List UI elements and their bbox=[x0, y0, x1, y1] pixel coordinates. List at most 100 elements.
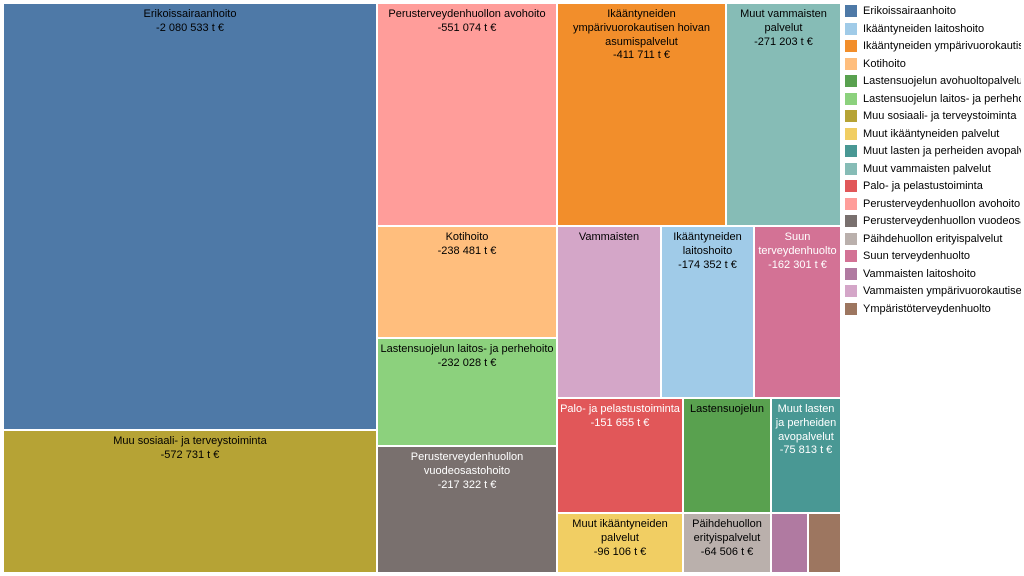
legend-item[interactable]: Lastensuojelun laitos- ja perhehoito bbox=[845, 91, 1021, 108]
cell-label: Erikoissairaanhoito bbox=[144, 8, 237, 22]
treemap-cell-erikoissairaanhoito[interactable]: Erikoissairaanhoito-2 080 533 t € bbox=[3, 3, 377, 430]
legend-label: Kotihoito bbox=[863, 56, 906, 73]
legend-item[interactable]: Vammaisten ympärivuorokautisen hoivan as… bbox=[845, 283, 1021, 300]
treemap-cell-muut-lasten[interactable]: Muut lasten ja perheiden avopalvelut-75 … bbox=[771, 398, 841, 513]
legend-label: Palo- ja pelastustoiminta bbox=[863, 178, 983, 195]
legend-swatch bbox=[845, 23, 857, 35]
legend-item[interactable]: Palo- ja pelastustoiminta bbox=[845, 178, 1021, 195]
treemap-cell-palo[interactable]: Palo- ja pelastustoiminta-151 655 t € bbox=[557, 398, 683, 513]
legend-label: Suun terveydenhuolto bbox=[863, 248, 970, 265]
legend-label: Muut ikääntyneiden palvelut bbox=[863, 126, 999, 143]
treemap-cell-suun[interactable]: Suun terveydenhuolto-162 301 t € bbox=[754, 226, 841, 398]
legend-item[interactable]: Perusterveydenhuollon vuodeosastohoito bbox=[845, 213, 1021, 230]
cell-label: Päihdehuollon erityispalvelut bbox=[684, 518, 770, 546]
cell-label: Ikääntyneiden ympärivuorokautisen hoivan… bbox=[558, 8, 725, 49]
legend-item[interactable]: Ympäristöterveydenhuolto bbox=[845, 301, 1021, 318]
cell-label: Vammaisten bbox=[579, 231, 639, 245]
legend-item[interactable]: Muut vammaisten palvelut bbox=[845, 161, 1021, 178]
cell-label: Lastensuojelun laitos- ja perhehoito bbox=[380, 343, 553, 357]
legend-item[interactable]: Lastensuojelun avohuoltopalvelut bbox=[845, 73, 1021, 90]
legend-swatch bbox=[845, 250, 857, 262]
legend-swatch bbox=[845, 110, 857, 122]
cell-label: Ikääntyneiden laitoshoito bbox=[662, 231, 753, 259]
legend-item[interactable]: Suun terveydenhuolto bbox=[845, 248, 1021, 265]
treemap-cell-ymparisto[interactable] bbox=[808, 513, 841, 573]
legend-item[interactable]: Ikääntyneiden laitoshoito bbox=[845, 21, 1021, 38]
legend-label: Lastensuojelun laitos- ja perhehoito bbox=[863, 91, 1021, 108]
legend-item[interactable]: Muu sosiaali- ja terveystoiminta bbox=[845, 108, 1021, 125]
cell-label: Perusterveydenhuollon avohoito bbox=[388, 8, 545, 22]
legend-label: Vammaisten ympärivuorokautisen hoivan as… bbox=[863, 283, 1021, 300]
legend-swatch bbox=[845, 215, 857, 227]
legend-swatch bbox=[845, 58, 857, 70]
legend-item[interactable]: Kotihoito bbox=[845, 56, 1021, 73]
cell-value: -217 322 t € bbox=[438, 479, 497, 493]
legend-swatch bbox=[845, 163, 857, 175]
cell-value: -271 203 t € bbox=[754, 36, 813, 50]
cell-value: -75 813 t € bbox=[780, 444, 833, 458]
legend-swatch bbox=[845, 285, 857, 297]
legend-swatch bbox=[845, 128, 857, 140]
legend-swatch bbox=[845, 198, 857, 210]
cell-label: Muut vammaisten palvelut bbox=[727, 8, 840, 36]
legend-swatch bbox=[845, 145, 857, 157]
treemap-cell-vammaisten-laitos[interactable] bbox=[771, 513, 808, 573]
cell-value: -174 352 t € bbox=[678, 259, 737, 273]
treemap-cell-paihde[interactable]: Päihdehuollon erityispalvelut-64 506 t € bbox=[683, 513, 771, 573]
legend-swatch bbox=[845, 233, 857, 245]
legend-label: Muut lasten ja perheiden avopalvelut bbox=[863, 143, 1021, 160]
treemap-cell-kotihoito[interactable]: Kotihoito-238 481 t € bbox=[377, 226, 557, 338]
legend-swatch bbox=[845, 180, 857, 192]
cell-value: -96 106 t € bbox=[594, 546, 647, 560]
cell-value: -2 080 533 t € bbox=[156, 22, 224, 36]
legend-item[interactable]: Muut ikääntyneiden palvelut bbox=[845, 126, 1021, 143]
legend-label: Perusterveydenhuollon avohoito bbox=[863, 196, 1020, 213]
legend-label: Muu sosiaali- ja terveystoiminta bbox=[863, 108, 1016, 125]
cell-value: -551 074 t € bbox=[438, 22, 497, 36]
legend-swatch bbox=[845, 303, 857, 315]
treemap-cell-perus-avo[interactable]: Perusterveydenhuollon avohoito-551 074 t… bbox=[377, 3, 557, 226]
treemap-cell-perus-vuode[interactable]: Perusterveydenhuollon vuodeosastohoito-2… bbox=[377, 446, 557, 573]
treemap-cell-muu-sosiaali[interactable]: Muu sosiaali- ja terveystoiminta-572 731… bbox=[3, 430, 377, 573]
cell-value: -411 711 t € bbox=[613, 49, 670, 63]
cell-label: Suun terveydenhuolto bbox=[755, 231, 840, 259]
legend-swatch bbox=[845, 268, 857, 280]
legend-item[interactable]: Perusterveydenhuollon avohoito bbox=[845, 196, 1021, 213]
treemap-cell-muut-ikaan[interactable]: Muut ikääntyneiden palvelut-96 106 t € bbox=[557, 513, 683, 573]
legend-item[interactable]: Päihdehuollon erityispalvelut bbox=[845, 231, 1021, 248]
legend-label: Erikoissairaanhoito bbox=[863, 3, 956, 20]
cell-value: -238 481 t € bbox=[438, 245, 497, 259]
treemap-cell-vammaisten-asu[interactable]: Vammaisten bbox=[557, 226, 661, 398]
cell-label: Muut lasten ja perheiden avopalvelut bbox=[772, 403, 840, 444]
treemap-cell-muut-vammaisten[interactable]: Muut vammaisten palvelut-271 203 t € bbox=[726, 3, 841, 226]
legend-swatch bbox=[845, 75, 857, 87]
legend-label: Vammaisten laitoshoito bbox=[863, 266, 976, 283]
legend: ErikoissairaanhoitoIkääntyneiden laitosh… bbox=[845, 3, 1021, 318]
legend-item[interactable]: Vammaisten laitoshoito bbox=[845, 266, 1021, 283]
legend-label: Lastensuojelun avohuoltopalvelut bbox=[863, 73, 1021, 90]
treemap-cell-lastensuojelu-laitos[interactable]: Lastensuojelun laitos- ja perhehoito-232… bbox=[377, 338, 557, 446]
treemap-cell-ymparivuoro[interactable]: Ikääntyneiden ympärivuorokautisen hoivan… bbox=[557, 3, 726, 226]
legend-item[interactable]: Muut lasten ja perheiden avopalvelut bbox=[845, 143, 1021, 160]
cell-value: -232 028 t € bbox=[438, 357, 497, 371]
legend-swatch bbox=[845, 93, 857, 105]
cell-label: Palo- ja pelastustoiminta bbox=[560, 403, 680, 417]
cell-value: -64 506 t € bbox=[701, 546, 754, 560]
cell-value: -572 731 t € bbox=[161, 449, 220, 463]
legend-swatch bbox=[845, 40, 857, 52]
cell-value: -151 655 t € bbox=[591, 417, 650, 431]
legend-label: Ikääntyneiden ympärivuorokautisen hoivan… bbox=[863, 38, 1021, 55]
legend-label: Muut vammaisten palvelut bbox=[863, 161, 991, 178]
treemap-cell-lastensuojelu-avo[interactable]: Lastensuojelun bbox=[683, 398, 771, 513]
legend-label: Perusterveydenhuollon vuodeosastohoito bbox=[863, 213, 1021, 230]
cell-label: Lastensuojelun bbox=[690, 403, 764, 417]
treemap-cell-ikaan-laitos[interactable]: Ikääntyneiden laitoshoito-174 352 t € bbox=[661, 226, 754, 398]
cell-label: Muut ikääntyneiden palvelut bbox=[558, 518, 682, 546]
legend-item[interactable]: Erikoissairaanhoito bbox=[845, 3, 1021, 20]
cell-label: Kotihoito bbox=[446, 231, 489, 245]
legend-item[interactable]: Ikääntyneiden ympärivuorokautisen hoivan… bbox=[845, 38, 1021, 55]
cell-label: Muu sosiaali- ja terveystoiminta bbox=[113, 435, 266, 449]
treemap-chart: Erikoissairaanhoito-2 080 533 t €Muu sos… bbox=[3, 3, 841, 573]
legend-label: Päihdehuollon erityispalvelut bbox=[863, 231, 1002, 248]
legend-swatch bbox=[845, 5, 857, 17]
